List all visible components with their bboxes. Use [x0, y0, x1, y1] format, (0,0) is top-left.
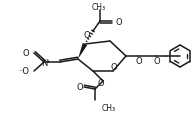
Polygon shape	[78, 44, 87, 60]
Text: O: O	[84, 30, 90, 39]
Text: O: O	[116, 17, 123, 26]
Text: ⁻O: ⁻O	[18, 67, 29, 76]
Text: O: O	[111, 62, 117, 71]
Text: CH₃: CH₃	[102, 104, 116, 113]
Text: O: O	[136, 56, 142, 65]
Text: O: O	[22, 49, 29, 58]
Text: +: +	[46, 58, 50, 63]
Text: O: O	[77, 83, 83, 92]
Text: CH₃: CH₃	[92, 3, 106, 11]
Text: O: O	[154, 56, 160, 65]
Text: N: N	[41, 58, 47, 67]
Text: O: O	[98, 78, 104, 87]
